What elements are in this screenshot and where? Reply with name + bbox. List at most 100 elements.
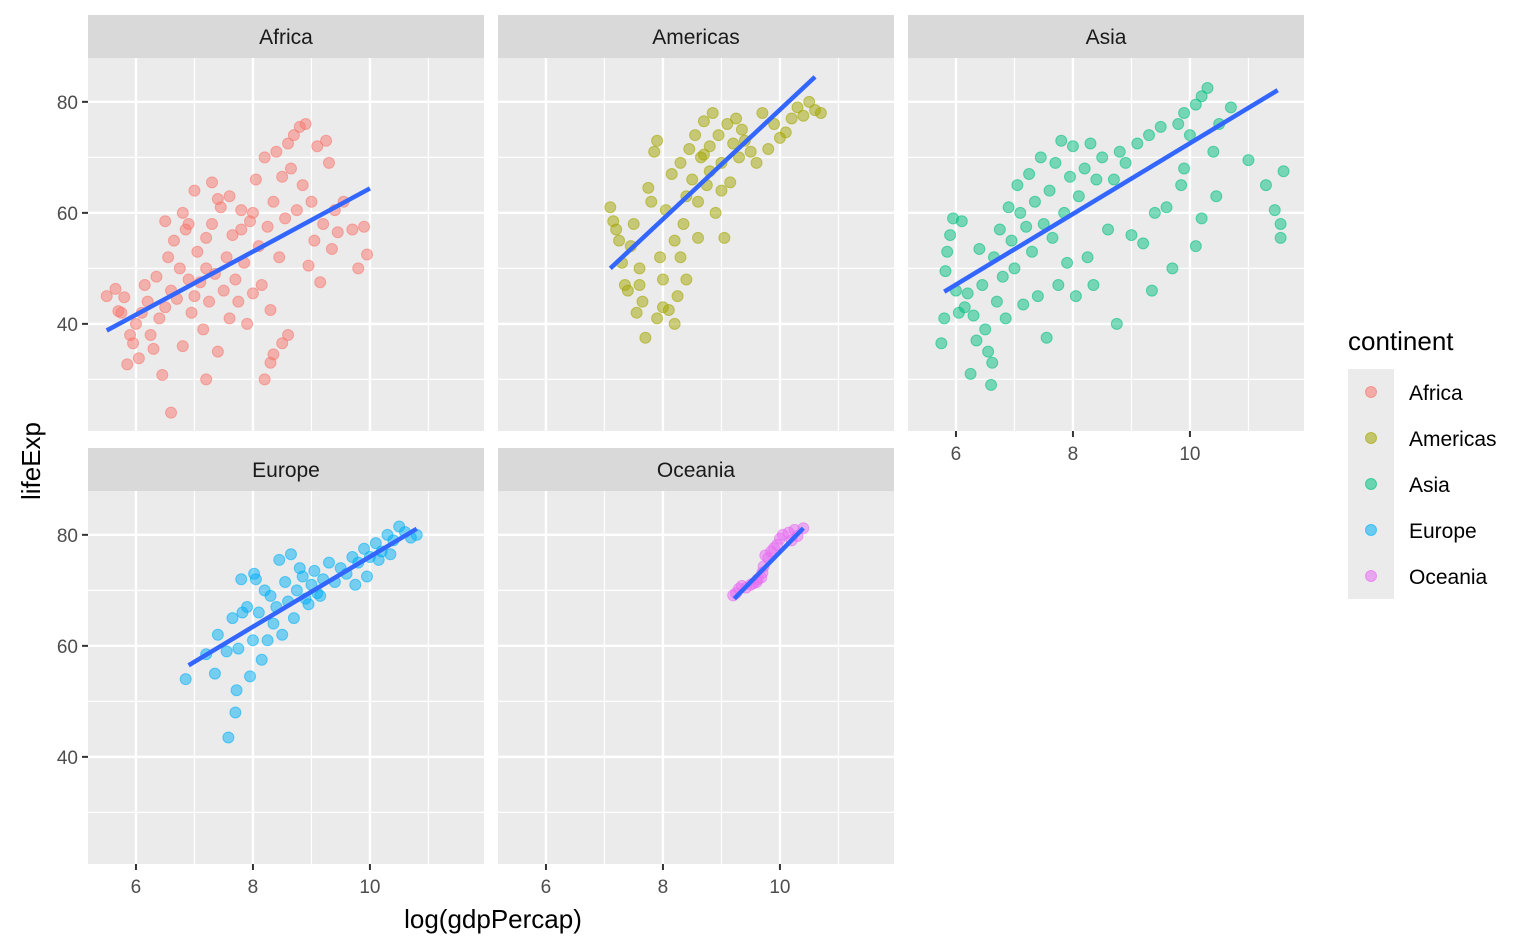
data-point <box>1028 195 1041 208</box>
data-point <box>613 234 626 247</box>
y-axis-title: lifeExp <box>16 422 46 500</box>
data-point <box>680 273 693 286</box>
data-point <box>264 303 277 316</box>
data-point <box>1034 151 1047 164</box>
data-point <box>621 284 634 297</box>
data-point <box>1166 262 1179 275</box>
data-point <box>208 667 221 680</box>
facet-strip-label: Europe <box>252 459 320 482</box>
data-point <box>1142 129 1155 142</box>
data-point <box>1259 179 1272 192</box>
data-point <box>270 145 283 158</box>
data-point <box>369 537 382 550</box>
data-point <box>203 295 216 308</box>
data-point <box>1268 204 1281 217</box>
data-point <box>220 645 233 658</box>
data-point <box>320 134 333 147</box>
data-point <box>1277 165 1290 178</box>
data-point <box>185 306 198 319</box>
data-point <box>686 173 699 186</box>
data-point <box>1026 245 1039 258</box>
data-point <box>633 279 646 292</box>
legend: continent Africa Americas Asia Europe Oceania <box>1348 326 1497 599</box>
x-tick-label: 8 <box>248 877 259 898</box>
data-point <box>188 184 201 197</box>
data-point <box>296 570 309 583</box>
data-point <box>727 137 740 150</box>
data-point <box>803 95 816 108</box>
data-point <box>744 145 757 158</box>
data-point <box>1031 290 1044 303</box>
data-point <box>683 143 696 156</box>
data-point <box>651 134 664 147</box>
data-point <box>156 368 169 381</box>
data-point <box>287 612 300 625</box>
data-point <box>165 406 178 419</box>
panel-background <box>908 58 1304 431</box>
data-point <box>656 273 669 286</box>
data-point <box>182 217 195 230</box>
data-point <box>1008 262 1021 275</box>
data-point <box>1160 201 1173 214</box>
data-point <box>258 373 271 386</box>
data-point <box>1125 229 1138 242</box>
data-point <box>223 190 236 203</box>
data-point <box>645 195 658 208</box>
data-point <box>961 287 974 300</box>
data-point <box>241 317 254 330</box>
facet-strip <box>498 15 894 58</box>
data-point <box>797 109 810 122</box>
data-point <box>249 573 262 586</box>
data-point <box>1090 173 1103 186</box>
data-point <box>692 195 705 208</box>
data-point <box>299 118 312 131</box>
facet-panel-africa: Africa 40 60 80 <box>57 15 484 431</box>
data-point <box>1137 237 1150 250</box>
data-point <box>230 684 243 697</box>
data-point <box>1020 220 1033 233</box>
legend-title: continent <box>1348 326 1454 356</box>
y-tick-label: 80 <box>57 526 78 547</box>
data-point <box>1148 206 1161 219</box>
data-point <box>779 126 792 139</box>
data-point <box>100 290 113 303</box>
data-point <box>756 106 769 119</box>
data-point <box>211 628 224 641</box>
data-point <box>235 204 248 217</box>
data-point <box>229 273 242 286</box>
data-point <box>153 312 166 325</box>
x-tick-label: 10 <box>1179 444 1200 465</box>
data-point <box>176 206 189 219</box>
data-point <box>229 706 242 719</box>
x-tick-label: 10 <box>359 877 380 898</box>
data-point <box>648 145 661 158</box>
data-point <box>1072 190 1085 203</box>
data-point <box>668 317 681 330</box>
data-point <box>346 223 359 236</box>
data-point <box>935 337 948 350</box>
data-point <box>191 245 204 258</box>
data-point <box>206 217 219 230</box>
data-point <box>261 634 274 647</box>
y-tick-label: 40 <box>57 315 78 336</box>
data-point <box>118 291 131 304</box>
data-point <box>1002 201 1015 214</box>
y-tick-label: 60 <box>57 204 78 225</box>
data-point <box>258 151 271 164</box>
data-point <box>762 143 775 156</box>
data-point <box>1107 173 1120 186</box>
data-point <box>1078 162 1091 175</box>
data-point <box>1224 101 1237 114</box>
facet-strip <box>498 448 894 491</box>
data-point <box>1207 145 1220 158</box>
data-point <box>718 231 731 244</box>
data-point <box>322 556 335 569</box>
data-point <box>217 284 230 297</box>
data-point <box>1154 120 1167 133</box>
facet-panel-asia: Asia 6 8 10 <box>908 15 1304 465</box>
data-point <box>235 573 248 586</box>
data-point <box>267 617 280 630</box>
data-point <box>232 295 245 308</box>
regression-line <box>732 526 805 601</box>
data-point <box>721 118 734 131</box>
